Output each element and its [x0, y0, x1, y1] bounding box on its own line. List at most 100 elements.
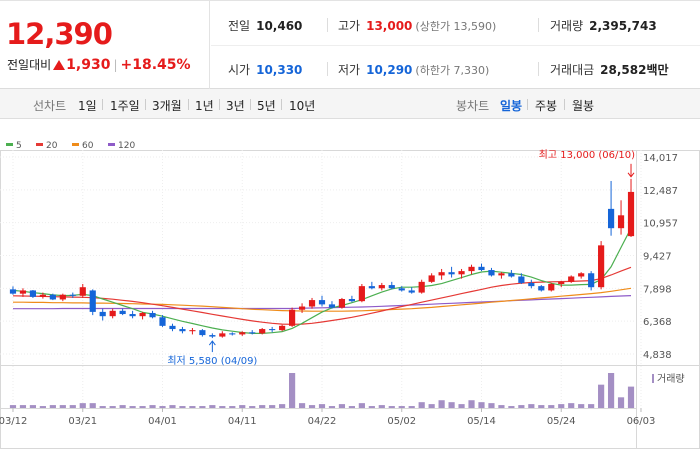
- candle-body: [548, 283, 555, 291]
- candle-body: [79, 287, 86, 296]
- volume-bar: [59, 405, 66, 408]
- volume-bar: [617, 397, 625, 408]
- legend-swatch-ma20: [36, 143, 43, 146]
- candle-body: [219, 333, 226, 337]
- high-annotation: 최고 13,000 (06/10): [539, 149, 635, 161]
- volume-bar: [9, 405, 17, 408]
- volume-bar: [79, 403, 86, 408]
- volume: 거래량 2,395,743: [550, 19, 657, 33]
- candle-body: [19, 290, 27, 294]
- period-10y[interactable]: 10년: [289, 99, 316, 113]
- candle-body: [408, 290, 415, 293]
- toolbar-separator: [564, 99, 565, 110]
- volume-bar: [528, 404, 535, 408]
- legend-label-ma60: 60: [82, 141, 94, 151]
- volume-bar: [199, 406, 206, 408]
- volume-bar: [578, 404, 585, 408]
- period-1d[interactable]: 1일: [78, 99, 97, 113]
- ma20-line: [12, 266, 632, 325]
- candle-body: [159, 317, 166, 326]
- change-amount: 1,930: [66, 57, 111, 73]
- candle-body: [468, 266, 475, 272]
- volume-bar: [468, 400, 475, 408]
- volume-bar: [239, 405, 246, 408]
- legend-swatch-ma5: [6, 143, 13, 146]
- volume-bar: [548, 405, 555, 408]
- volume-bar: [488, 403, 495, 408]
- candle-body: [269, 329, 276, 331]
- volume-bar: [39, 406, 46, 408]
- volume-bar: [408, 406, 415, 408]
- volume-bar: [129, 406, 136, 408]
- volume-bar: [438, 400, 445, 408]
- candle-weekly[interactable]: 주봉: [535, 99, 558, 113]
- volume-bar: [69, 405, 76, 408]
- ma120-line: [13, 295, 632, 310]
- candle-body: [458, 271, 465, 275]
- volume-bar: [518, 405, 525, 408]
- high-arrow-icon: [627, 172, 635, 178]
- chart-toolbar: 선차트 1일 1주일 3개월 1년 3년 5년 10년 봉차트 일봉 주봉 월봉: [0, 89, 700, 119]
- change-row: 전일대비 1,930 | +18.45%: [7, 56, 191, 73]
- volume-bar: [259, 405, 266, 408]
- x-tick-label: 06/03: [627, 416, 656, 427]
- change-separator: |: [113, 58, 118, 72]
- candle-body: [119, 310, 126, 315]
- cell-divider: [538, 18, 539, 32]
- volume-bar: [318, 404, 326, 408]
- candle-body: [239, 332, 246, 335]
- volume-bar: [89, 403, 96, 408]
- x-tick-label: 05/24: [547, 416, 576, 427]
- volume-bar: [538, 405, 545, 408]
- candle-body: [528, 282, 535, 287]
- x-tick-label: 03/21: [68, 416, 97, 427]
- x-tick-label: 04/22: [308, 416, 337, 427]
- y-tick-label: 12,487: [643, 186, 678, 197]
- volume-bar: [588, 404, 595, 408]
- candle-body: [498, 273, 505, 276]
- candle-body: [488, 270, 495, 276]
- change-percent: +18.45%: [120, 57, 191, 73]
- legend-label-ma120: 120: [118, 141, 135, 151]
- prev-close: 전일 10,460: [228, 19, 303, 33]
- volume-bar: [229, 406, 236, 408]
- volume-bar: [298, 403, 306, 408]
- low-price: 저가 10,290 (하한가 7,330): [338, 63, 490, 77]
- candle-body: [538, 286, 545, 291]
- period-3m[interactable]: 3개월: [152, 99, 182, 113]
- period-5y[interactable]: 5년: [257, 99, 276, 113]
- candle-body: [9, 289, 17, 294]
- candle-body: [298, 306, 306, 310]
- candle-body: [588, 273, 595, 288]
- stock-chart: 14,017 12,487 10,957 9,427 7,898 6,368 4,838 03…: [0, 120, 700, 450]
- volume-bar: [348, 406, 355, 408]
- candle-body: [189, 330, 196, 332]
- low-arrow-icon: [208, 340, 216, 346]
- period-3y[interactable]: 3년: [226, 99, 245, 113]
- volume-bar: [289, 373, 296, 408]
- candle-chart-label: 봉차트: [456, 99, 490, 113]
- candle-body: [169, 325, 176, 330]
- candle-body: [289, 309, 296, 326]
- candle-body: [229, 333, 236, 335]
- candle-body: [508, 273, 515, 277]
- cell-divider: [327, 18, 328, 32]
- candle-monthly[interactable]: 월봉: [572, 99, 595, 113]
- candle-body: [318, 300, 326, 305]
- candle-body: [418, 281, 425, 293]
- current-price: 12,390: [6, 17, 113, 51]
- volume-bar: [149, 405, 156, 408]
- candle-body: [308, 300, 316, 307]
- period-1y[interactable]: 1년: [195, 99, 214, 113]
- volume-bar: [508, 406, 515, 408]
- line-chart-label: 선차트: [33, 99, 67, 113]
- legend-swatch-ma60: [72, 143, 79, 146]
- candle-daily[interactable]: 일봉: [500, 99, 523, 113]
- candle-body: [199, 330, 206, 336]
- toolbar-separator: [219, 99, 220, 110]
- candle-body: [428, 275, 435, 282]
- toolbar-separator: [145, 99, 146, 110]
- volume-bar: [139, 406, 146, 408]
- candle-body: [279, 325, 286, 331]
- period-1w[interactable]: 1주일: [110, 99, 140, 113]
